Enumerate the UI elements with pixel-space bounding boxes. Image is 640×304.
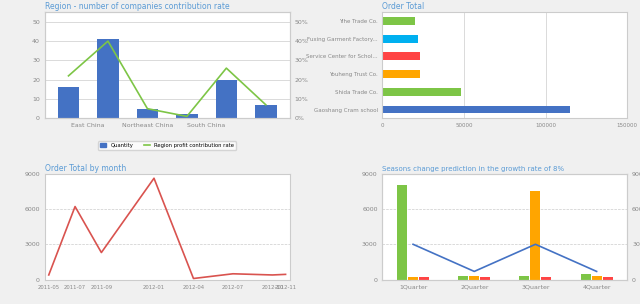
Bar — [383, 70, 420, 78]
Bar — [408, 277, 418, 280]
Bar — [531, 191, 540, 280]
Bar — [383, 105, 570, 113]
Bar — [469, 276, 479, 280]
Bar — [383, 88, 461, 96]
Legend: Quantity, Region profit contribution rate: Quantity, Region profit contribution rat… — [99, 141, 236, 150]
Bar — [580, 274, 591, 280]
Bar — [97, 39, 119, 118]
Bar — [591, 276, 602, 280]
Bar — [397, 185, 407, 280]
Text: Order Total by month: Order Total by month — [45, 164, 126, 173]
Bar — [480, 277, 490, 280]
Bar — [136, 109, 158, 118]
Bar — [216, 80, 237, 118]
Bar — [383, 35, 419, 43]
Bar — [176, 115, 198, 118]
Bar — [58, 88, 79, 118]
Bar — [520, 276, 529, 280]
Text: Seasons change prediction in the growth rate of 8%: Seasons change prediction in the growth … — [383, 166, 564, 172]
Bar — [255, 105, 276, 118]
Bar — [383, 52, 420, 60]
Bar — [541, 277, 552, 280]
Bar — [603, 277, 612, 280]
Bar — [419, 277, 429, 280]
Bar — [458, 276, 468, 280]
Bar — [383, 17, 415, 25]
Text: Region - number of companies contribution rate: Region - number of companies contributio… — [45, 2, 229, 11]
Text: Order Total: Order Total — [383, 2, 425, 11]
